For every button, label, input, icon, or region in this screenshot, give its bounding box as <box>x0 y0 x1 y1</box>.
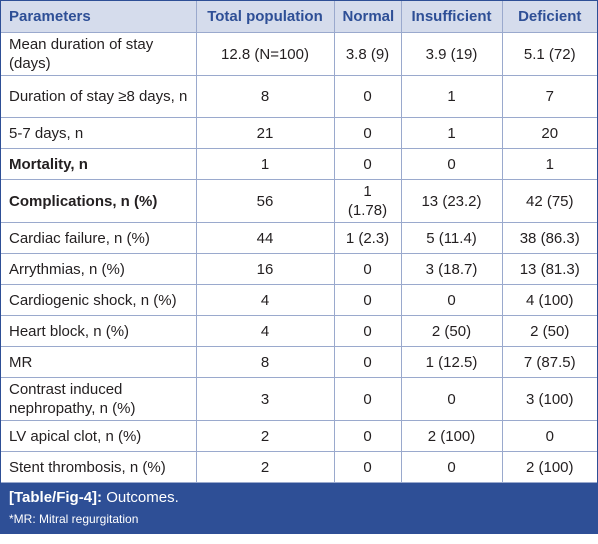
cell-insufficient: 0 <box>401 377 503 421</box>
outcomes-table: Parameters Total population Normal Insuf… <box>1 1 597 483</box>
table-row: Heart block, n (%) 4 0 2 (50) 2 (50) <box>1 315 597 347</box>
cell-insufficient: 0 <box>401 451 503 483</box>
row-label: Contrast induced nephropathy, n (%) <box>1 377 197 421</box>
cell-insufficient: 2 (100) <box>401 420 503 452</box>
cell-total: 1 <box>196 148 335 180</box>
cell-total: 3 <box>196 377 335 421</box>
header-total-population: Total population <box>196 1 335 33</box>
table-row: Cardiogenic shock, n (%) 4 0 0 4 (100) <box>1 284 597 316</box>
cell-insufficient: 0 <box>401 148 503 180</box>
cell-total: 2 <box>196 451 335 483</box>
row-label: Complications, n (%) <box>1 179 197 223</box>
cell-normal: 0 <box>334 315 402 347</box>
row-label: Mortality, n <box>1 148 197 180</box>
header-deficient: Deficient <box>502 1 597 33</box>
cell-insufficient: 1 <box>401 75 503 118</box>
cell-normal: 0 <box>334 253 402 285</box>
table-header-row: Parameters Total population Normal Insuf… <box>1 1 597 33</box>
cell-deficient: 4 (100) <box>502 284 597 316</box>
table-row: LV apical clot, n (%) 2 0 2 (100) 0 <box>1 420 597 452</box>
cell-normal: 1 (2.3) <box>334 222 402 254</box>
caption-footnote: *MR: Mitral regurgitation <box>9 512 139 526</box>
cell-total: 56 <box>196 179 335 223</box>
row-label: Cardiac failure, n (%) <box>1 222 197 254</box>
table-row: Contrast induced nephropathy, n (%) 3 0 … <box>1 377 597 421</box>
cell-total: 21 <box>196 117 335 149</box>
row-label: LV apical clot, n (%) <box>1 420 197 452</box>
cell-total: 44 <box>196 222 335 254</box>
cell-deficient: 38 (86.3) <box>502 222 597 254</box>
table-row: 5-7 days, n 21 0 1 20 <box>1 117 597 149</box>
row-label: Mean duration of stay (days) <box>1 32 197 76</box>
table-row: Stent thrombosis, n (%) 2 0 0 2 (100) <box>1 451 597 483</box>
cell-deficient: 2 (100) <box>502 451 597 483</box>
caption-text: Outcomes. <box>102 489 179 506</box>
cell-normal: 0 <box>334 377 402 421</box>
cell-deficient: 0 <box>502 420 597 452</box>
cell-total: 4 <box>196 284 335 316</box>
cell-deficient: 20 <box>502 117 597 149</box>
row-label: 5-7 days, n <box>1 117 197 149</box>
cell-insufficient: 3 (18.7) <box>401 253 503 285</box>
cell-normal: 0 <box>334 284 402 316</box>
row-label: MR <box>1 346 197 378</box>
header-insufficient: Insufficient <box>401 1 503 33</box>
cell-normal: 0 <box>334 346 402 378</box>
table-row: Mortality, n 1 0 0 1 <box>1 148 597 180</box>
row-label: Duration of stay ≥8 days, n <box>1 75 197 118</box>
table-row: MR 8 0 1 (12.5) 7 (87.5) <box>1 346 597 378</box>
cell-total: 16 <box>196 253 335 285</box>
table-caption: [Table/Fig-4]: Outcomes. *MR: Mitral reg… <box>1 483 597 533</box>
cell-deficient: 13 (81.3) <box>502 253 597 285</box>
header-normal: Normal <box>334 1 402 33</box>
row-label: Cardiogenic shock, n (%) <box>1 284 197 316</box>
cell-deficient: 3 (100) <box>502 377 597 421</box>
cell-normal: 0 <box>334 148 402 180</box>
cell-total: 4 <box>196 315 335 347</box>
cell-insufficient: 0 <box>401 284 503 316</box>
table-row: Mean duration of stay (days) 12.8 (N=100… <box>1 32 597 76</box>
table-row: Arrythmias, n (%) 16 0 3 (18.7) 13 (81.3… <box>1 253 597 285</box>
row-label: Arrythmias, n (%) <box>1 253 197 285</box>
cell-deficient: 2 (50) <box>502 315 597 347</box>
cell-insufficient: 1 <box>401 117 503 149</box>
cell-deficient: 5.1 (72) <box>502 32 597 76</box>
cell-total: 8 <box>196 346 335 378</box>
cell-normal: 0 <box>334 117 402 149</box>
caption-label: [Table/Fig-4]: <box>9 489 103 506</box>
cell-normal: 0 <box>334 420 402 452</box>
cell-deficient: 1 <box>502 148 597 180</box>
cell-deficient: 42 (75) <box>502 179 597 223</box>
cell-normal: 3.8 (9) <box>334 32 402 76</box>
row-label: Stent thrombosis, n (%) <box>1 451 197 483</box>
table-row: Duration of stay ≥8 days, n 8 0 1 7 <box>1 75 597 118</box>
cell-insufficient: 1 (12.5) <box>401 346 503 378</box>
caption-line: [Table/Fig-4]: Outcomes. <box>9 488 589 508</box>
cell-insufficient: 2 (50) <box>401 315 503 347</box>
cell-total: 2 <box>196 420 335 452</box>
cell-total: 8 <box>196 75 335 118</box>
row-label: Heart block, n (%) <box>1 315 197 347</box>
cell-normal: 1 (1.78) <box>334 179 402 223</box>
table-row: Cardiac failure, n (%) 44 1 (2.3) 5 (11.… <box>1 222 597 254</box>
cell-deficient: 7 <box>502 75 597 118</box>
cell-normal: 0 <box>334 451 402 483</box>
cell-insufficient: 3.9 (19) <box>401 32 503 76</box>
cell-insufficient: 5 (11.4) <box>401 222 503 254</box>
cell-normal: 0 <box>334 75 402 118</box>
cell-total: 12.8 (N=100) <box>196 32 335 76</box>
cell-insufficient: 13 (23.2) <box>401 179 503 223</box>
header-parameters: Parameters <box>1 1 197 33</box>
cell-deficient: 7 (87.5) <box>502 346 597 378</box>
table-row: Complications, n (%) 56 1 (1.78) 13 (23.… <box>1 179 597 223</box>
